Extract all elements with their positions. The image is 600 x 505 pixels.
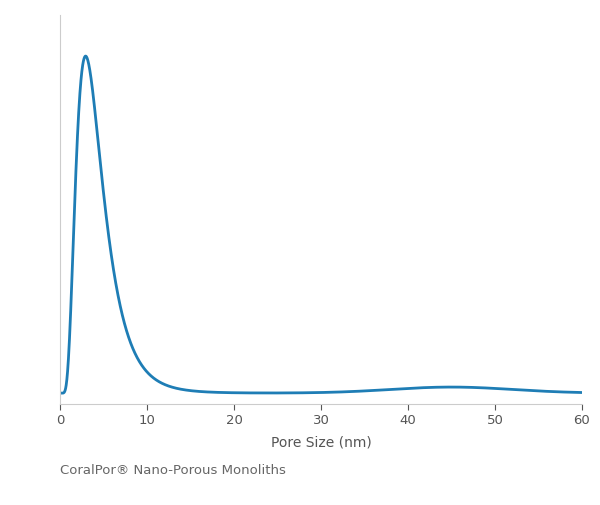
X-axis label: Pore Size (nm): Pore Size (nm) [271,436,371,450]
Text: CoralPor® Nano-Porous Monoliths: CoralPor® Nano-Porous Monoliths [60,464,286,477]
